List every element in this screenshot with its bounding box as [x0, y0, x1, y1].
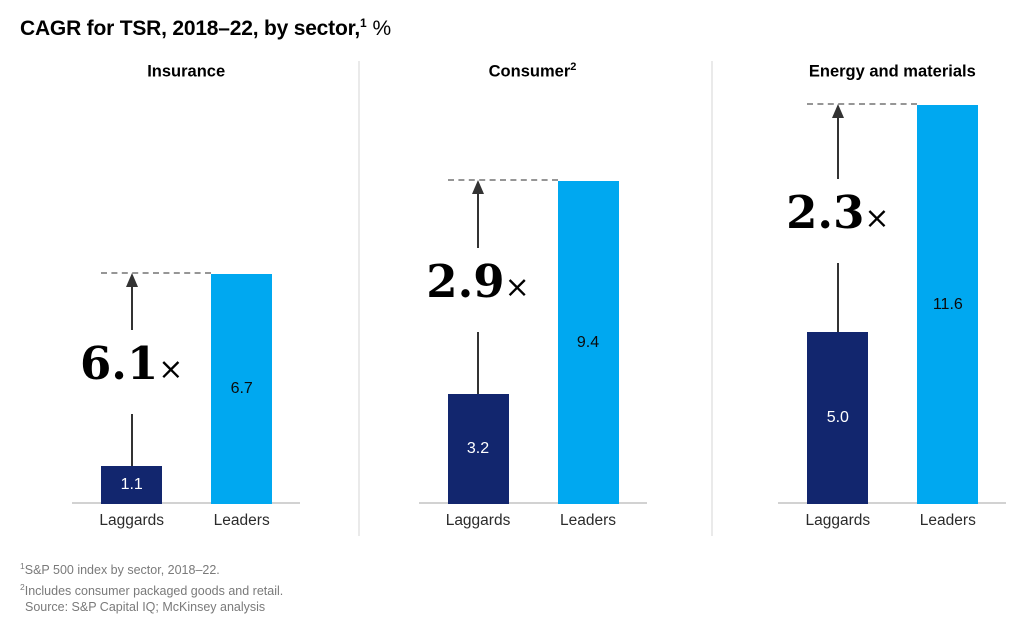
footnote-text: Includes consumer packaged goods and ret… — [24, 583, 284, 598]
arrow-line — [477, 194, 480, 248]
panel-header: Insurance — [72, 61, 300, 89]
leaders-bar: 6.7 — [211, 274, 273, 504]
laggards-bar: 1.1 — [101, 466, 163, 504]
leaders-bar: 9.4 — [557, 181, 619, 504]
multiplier-label: 6.1× — [80, 339, 183, 395]
panel-energy-and-materials: Energy and materials 2.3× 5.0 11.6 Lagga… — [710, 61, 1024, 536]
category-axis-labels: Laggards Leaders — [778, 504, 1006, 536]
panel-header-text: Energy and materials — [808, 62, 976, 81]
chart-title: CAGR for TSR, 2018–22, by sector,1% — [20, 16, 1024, 41]
bar-value-label: 3.2 — [466, 440, 490, 457]
panel-header: Consumer2 — [419, 61, 647, 89]
bar-value-label: 1.1 — [120, 476, 143, 493]
laggards-axis-label: Laggards — [445, 512, 511, 529]
bar-value-label: 5.0 — [826, 409, 849, 426]
footnote-2: 2Includes consumer packaged goods and re… — [20, 579, 1024, 600]
multiplier-label: 2.3× — [786, 185, 890, 244]
times-symbol: × — [158, 352, 184, 387]
laggards-bar: 5.0 — [807, 332, 869, 504]
footnote-text: S&P 500 index by sector, 2018–22. — [24, 563, 220, 578]
panel-header: Energy and materials — [778, 61, 1006, 89]
title-footnote-marker: 1 — [360, 16, 367, 30]
arrow-line — [836, 262, 839, 332]
leaders-bar: 11.6 — [917, 105, 979, 504]
chart-title-text: CAGR for TSR, 2018–22, by sector, — [20, 17, 361, 40]
panel-header-text: Consumer — [488, 62, 571, 81]
panel-header-footnote-marker: 2 — [570, 61, 577, 73]
leaders-axis-label: Leaders — [213, 512, 270, 529]
laggards-bar: 3.2 — [447, 394, 509, 504]
plot-area: 2.9× 3.2 9.4 — [418, 89, 647, 504]
baseline-axis — [418, 502, 647, 504]
category-axis-labels: Laggards Leaders — [72, 504, 300, 536]
leaders-axis-label: Leaders — [560, 512, 617, 529]
laggards-axis-label: Laggards — [99, 512, 165, 529]
bar-value-label: 11.6 — [932, 295, 963, 313]
baseline-axis — [72, 502, 301, 504]
chart-unit-label: % — [372, 17, 392, 40]
leader-level-dashed-line — [101, 272, 212, 274]
footnote-marker: 2 — [20, 581, 25, 592]
panel-header-text: Insurance — [147, 62, 226, 81]
plot-area: 6.1× 1.1 6.7 — [72, 89, 301, 504]
footnote-1: 1S&P 500 index by sector, 2018–22. — [20, 558, 1024, 579]
arrow-line — [130, 414, 133, 466]
multiplier-label: 2.9× — [426, 254, 530, 313]
plot-area: 2.3× 5.0 11.6 — [778, 89, 1007, 504]
multiplier-value: 6.1 — [79, 337, 159, 390]
leader-level-dashed-line — [447, 179, 558, 181]
bar-value-label: 9.4 — [576, 333, 600, 351]
arrow-line — [836, 118, 839, 179]
arrow-line — [130, 287, 133, 330]
footnote-marker: 1 — [20, 561, 25, 571]
bar-value-label: 6.7 — [230, 380, 253, 397]
arrow-line — [477, 331, 480, 394]
panel-consumer: Consumer2 2.9× 3.2 9.4 Laggards Leaders — [358, 61, 710, 536]
baseline-axis — [778, 502, 1007, 504]
times-symbol: × — [504, 269, 530, 305]
source-text: Source: S&P Capital IQ; McKinsey analysi… — [25, 600, 266, 615]
category-axis-labels: Laggards Leaders — [419, 504, 647, 536]
arrow-up-icon — [472, 180, 485, 194]
leaders-axis-label: Leaders — [919, 512, 976, 529]
arrow-up-icon — [831, 104, 844, 118]
panel-insurance: Insurance 6.1× 1.1 6.7 Laggards Leaders — [0, 61, 358, 536]
arrow-up-icon — [125, 273, 138, 287]
leader-level-dashed-line — [807, 103, 918, 105]
source-note: Source: S&P Capital IQ; McKinsey analysi… — [20, 599, 1024, 616]
footnotes: 1S&P 500 index by sector, 2018–22. 2Incl… — [20, 558, 1024, 616]
chart-panels-row: Insurance 6.1× 1.1 6.7 Laggards Leaders … — [0, 61, 1024, 536]
multiplier-value: 2.9 — [426, 254, 505, 308]
times-symbol: × — [864, 200, 890, 236]
multiplier-value: 2.3 — [786, 185, 865, 239]
laggards-axis-label: Laggards — [805, 512, 871, 529]
